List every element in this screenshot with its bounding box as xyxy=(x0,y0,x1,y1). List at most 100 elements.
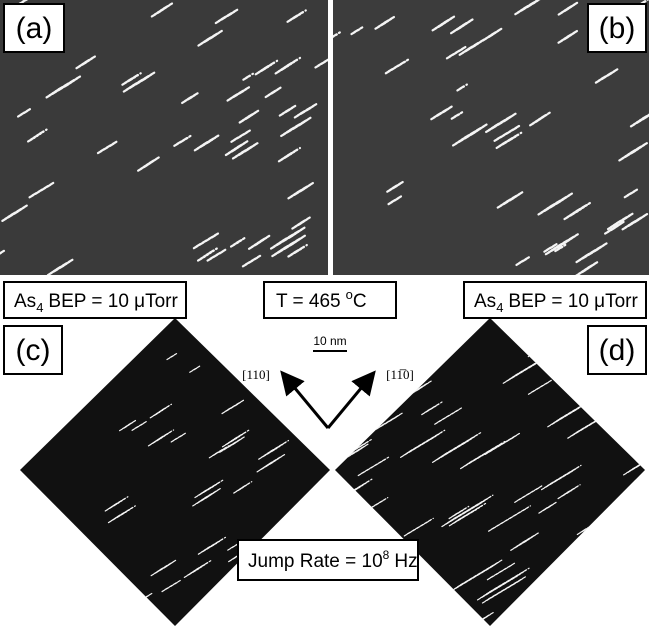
streak xyxy=(422,612,456,626)
streak xyxy=(45,575,54,581)
streak xyxy=(534,319,567,339)
streak xyxy=(277,330,293,340)
streak xyxy=(536,580,553,590)
panel-label: (c) xyxy=(16,334,51,367)
streak xyxy=(276,528,289,536)
streak xyxy=(369,339,383,347)
streak xyxy=(382,386,407,401)
streak xyxy=(75,324,87,331)
streak xyxy=(234,594,252,605)
streak xyxy=(431,606,465,626)
streak xyxy=(342,406,372,424)
streak xyxy=(30,504,39,509)
streak xyxy=(322,376,337,385)
scale-bar-label: 10 nm xyxy=(313,334,346,348)
streak xyxy=(36,413,54,424)
streak xyxy=(63,330,75,337)
streak xyxy=(392,600,432,624)
streak xyxy=(548,600,577,617)
streak xyxy=(460,618,485,626)
streak xyxy=(531,321,564,341)
streak xyxy=(254,608,270,617)
streak xyxy=(383,606,423,626)
streak xyxy=(282,361,299,371)
streak xyxy=(263,343,281,354)
streak xyxy=(257,347,275,358)
streak xyxy=(366,341,380,349)
streak xyxy=(279,363,296,373)
panel-label: (d) xyxy=(599,334,636,367)
streak xyxy=(348,402,378,420)
streak xyxy=(33,502,42,507)
streak xyxy=(298,583,317,594)
figure: (a) (b) (c) (d) As4BEP = 10 μTorr T = 46… xyxy=(0,0,649,626)
streak xyxy=(539,578,556,588)
streak xyxy=(42,409,60,420)
text: Jump Rate = 10 xyxy=(248,551,383,572)
streak xyxy=(42,577,51,583)
streak xyxy=(533,582,550,592)
streak xyxy=(260,388,278,399)
text: BEP = 10 μTorr xyxy=(48,291,178,312)
streak xyxy=(554,596,583,613)
streak xyxy=(52,377,64,384)
streak xyxy=(248,612,264,621)
streak xyxy=(78,322,90,329)
streak xyxy=(285,522,298,530)
streak xyxy=(69,328,81,335)
streak xyxy=(260,345,278,356)
temperature-annotation: T = 465oC xyxy=(276,287,367,312)
streak xyxy=(48,573,57,579)
streak xyxy=(72,326,84,333)
streak xyxy=(283,326,299,336)
streak xyxy=(428,608,462,626)
streak xyxy=(237,592,255,603)
streak xyxy=(26,389,34,394)
streak xyxy=(525,325,558,345)
streak xyxy=(545,602,574,619)
streak xyxy=(58,414,70,421)
streak xyxy=(301,581,320,592)
streak xyxy=(316,380,331,389)
streak xyxy=(389,602,429,626)
streak xyxy=(38,513,49,520)
streak xyxy=(49,379,61,386)
streak xyxy=(280,328,296,338)
streak xyxy=(282,524,295,532)
arrow xyxy=(328,375,372,428)
streak xyxy=(245,614,261,623)
streak xyxy=(45,407,63,418)
streak xyxy=(48,405,66,416)
streak xyxy=(551,598,580,615)
streak xyxy=(596,513,628,532)
streak xyxy=(88,384,102,393)
streak xyxy=(55,416,67,423)
streak xyxy=(599,511,631,530)
streak xyxy=(254,349,272,360)
streak xyxy=(385,384,410,399)
text: BEP = 10 μTorr xyxy=(508,291,638,312)
streak xyxy=(288,520,301,528)
streak xyxy=(24,508,33,513)
streak xyxy=(273,367,290,377)
streak xyxy=(39,411,57,422)
streak xyxy=(251,610,267,619)
superscript: o xyxy=(346,287,353,302)
streak xyxy=(425,610,459,626)
streak xyxy=(85,386,99,395)
streak xyxy=(87,578,104,588)
streak xyxy=(319,378,334,387)
streak xyxy=(343,506,368,521)
streak xyxy=(531,344,548,354)
streak xyxy=(522,327,555,347)
streak xyxy=(27,506,36,511)
species: As xyxy=(14,291,36,312)
streak xyxy=(324,487,359,508)
streak xyxy=(263,386,281,397)
superscript: 8 xyxy=(383,548,390,562)
unit: Hz xyxy=(394,551,417,572)
direction-label: [110] xyxy=(242,367,270,382)
streak xyxy=(345,404,375,422)
streak xyxy=(232,368,239,372)
panel-label: (a) xyxy=(16,12,53,45)
